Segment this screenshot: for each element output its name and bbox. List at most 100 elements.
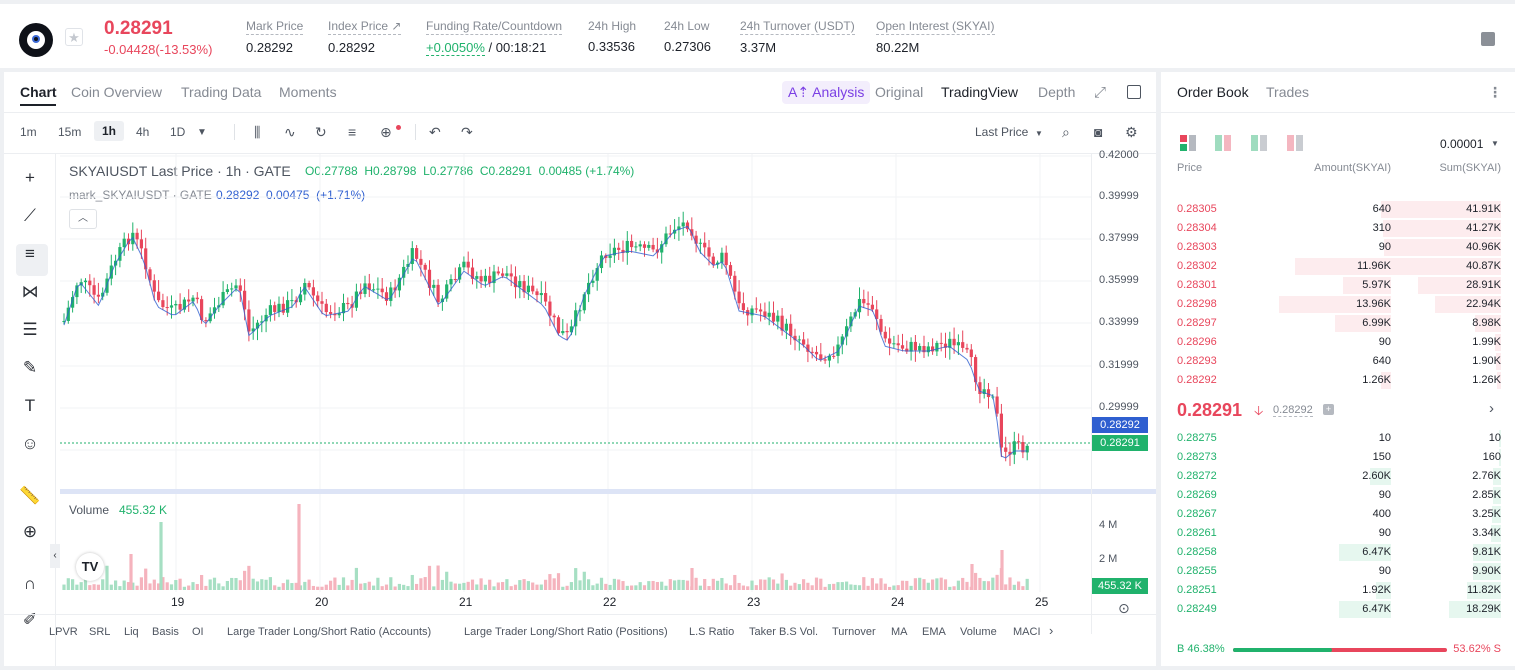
price-type-select[interactable]: Last Price (975, 125, 1029, 139)
bid-row[interactable]: 0.28249 6.47K 18.29K (1161, 600, 1515, 619)
precision-select[interactable]: 0.00001 (1440, 137, 1484, 151)
tab-coin-overview[interactable]: Coin Overview (71, 84, 163, 100)
zoom-in-icon[interactable]: ⊕ (22, 522, 38, 541)
bid-row[interactable]: 0.28251 1.92K 11.82K (1161, 581, 1515, 600)
book-icon[interactable] (1481, 32, 1495, 46)
ai-analysis-button[interactable]: A⇡ Analysis (782, 81, 871, 104)
tab-chart[interactable]: Chart (20, 84, 57, 100)
timeframe-1d[interactable]: 1D (170, 125, 186, 139)
candle-type-icon[interactable]: ⫼ (254, 124, 261, 140)
ask-row[interactable]: 0.28292 1.26K 1.26K (1161, 371, 1515, 390)
indicator-link-lpvr[interactable]: LPVR (49, 626, 78, 638)
indicator-link-volume[interactable]: Volume (960, 626, 997, 638)
ask-row[interactable]: 0.28301 5.97K 28.91K (1161, 276, 1515, 295)
crosshair-icon[interactable]: + (25, 168, 35, 187)
funding-rate-value[interactable]: +0.0050% (426, 40, 485, 56)
indicator-link-positions-ratio[interactable]: Large Trader Long/Short Ratio (Positions… (464, 626, 668, 638)
ask-row[interactable]: 0.28303 90 40.96K (1161, 238, 1515, 257)
tab-moments[interactable]: Moments (279, 84, 337, 100)
text-icon[interactable]: T (24, 396, 36, 415)
book-both-view-icon[interactable] (1180, 135, 1196, 151)
ask-row[interactable]: 0.28304 310 41.27K (1161, 219, 1515, 238)
bid-row[interactable]: 0.28273 150 160 (1161, 448, 1515, 467)
tab-order-book[interactable]: Order Book (1177, 84, 1249, 100)
indicator-link-ma[interactable]: MA (891, 626, 908, 638)
view-depth[interactable]: Depth (1038, 84, 1076, 100)
chevron-down-icon[interactable]: ▼ (1035, 129, 1043, 138)
tab-trades[interactable]: Trades (1266, 84, 1310, 100)
lock-draw-icon[interactable]: ✐ (22, 610, 38, 629)
indicator-link-taker-vol[interactable]: Taker B.S Vol. (749, 626, 819, 638)
info-icon[interactable]: + (1323, 404, 1334, 415)
trend-line-icon[interactable]: ⟋ (24, 206, 36, 225)
ask-row[interactable]: 0.28302 11.96K 40.87K (1161, 257, 1515, 276)
indicator-link-ema[interactable]: EMA (922, 626, 946, 638)
horizontal-lines-icon[interactable]: ≡ (25, 244, 35, 263)
stat-label[interactable]: Index Price ↗ (328, 19, 402, 35)
indicator-link-srl[interactable]: SRL (89, 626, 111, 638)
chevron-down-icon[interactable]: ▼ (1491, 139, 1499, 148)
ask-row[interactable]: 0.28297 6.99K 8.98K (1161, 314, 1515, 333)
ask-row[interactable]: 0.28293 640 1.90K (1161, 352, 1515, 371)
tab-trading-data[interactable]: Trading Data (181, 84, 262, 100)
stat-label[interactable]: Funding Rate/Countdown (426, 19, 563, 35)
bid-row[interactable]: 0.28269 90 2.85K (1161, 486, 1515, 505)
redo-icon[interactable]: ↷ (461, 124, 473, 140)
more-menu-icon[interactable]: ⋮ (1488, 84, 1502, 100)
indicator-link-basis[interactable]: Basis (152, 626, 179, 638)
favorite-star-icon[interactable]: ★ (65, 28, 83, 46)
bid-row[interactable]: 0.28272 2.60K 2.76K (1161, 467, 1515, 486)
add-indicator-icon[interactable]: ⊕ (380, 124, 392, 140)
indicator-link-turnover[interactable]: Turnover (832, 626, 876, 638)
indicator-link-accounts-ratio[interactable]: Large Trader Long/Short Ratio (Accounts) (227, 626, 432, 638)
book-bids-only-icon[interactable] (1251, 135, 1267, 151)
chevron-down-icon[interactable]: ▼ (197, 127, 207, 138)
book-bids-asks-icon[interactable] (1215, 135, 1231, 151)
price-axis[interactable] (1091, 154, 1156, 634)
tradingview-logo-icon[interactable]: TV (76, 553, 104, 581)
stat-label[interactable]: Open Interest (SKYAI) (876, 19, 995, 35)
expand-icon[interactable]: ⤢ (1094, 84, 1107, 101)
pattern-icon[interactable]: ⋈ (21, 282, 39, 301)
bid-row[interactable]: 0.28275 10 10 (1161, 429, 1515, 448)
bid-row[interactable]: 0.28267 400 3.25K (1161, 505, 1515, 524)
refresh-icon[interactable]: ↻ (315, 124, 327, 140)
ask-row[interactable]: 0.28298 13.96K 22.94K (1161, 295, 1515, 314)
chevron-right-icon[interactable]: › (1489, 400, 1494, 417)
template-icon[interactable]: ≡ (348, 124, 357, 140)
fib-icon[interactable]: ☰ (22, 320, 38, 339)
brush-icon[interactable]: ✎ (22, 358, 38, 377)
stat-label[interactable]: Mark Price (246, 19, 304, 35)
view-tradingview[interactable]: TradingView (941, 84, 1019, 100)
view-original[interactable]: Original (875, 84, 924, 100)
mid-mark-price[interactable]: 0.28292 (1273, 404, 1313, 417)
timeframe-15m[interactable]: 15m (58, 125, 82, 139)
collapse-legend-icon[interactable]: ︿ (69, 209, 97, 229)
bid-row[interactable]: 0.28261 90 3.34K (1161, 524, 1515, 543)
emoji-icon[interactable]: ☺ (21, 434, 39, 453)
stat-label[interactable]: 24h Turnover (USDT) (740, 19, 855, 35)
ruler-icon[interactable]: 📏 (19, 486, 41, 505)
timeframe-1m[interactable]: 1m (20, 125, 37, 139)
indicator-link-ls-ratio[interactable]: L.S Ratio (689, 626, 735, 638)
gear-icon[interactable]: ⚙ (1125, 124, 1138, 140)
indicator-link-liq[interactable]: Liq (124, 626, 139, 638)
camera-icon[interactable]: ◙ (1094, 124, 1103, 140)
candlestick-chart[interactable] (4, 72, 1156, 592)
indicator-link-oi[interactable]: OI (192, 626, 204, 638)
fullscreen-icon[interactable] (1127, 85, 1141, 99)
search-icon[interactable]: ⌕ (1062, 124, 1070, 140)
undo-icon[interactable]: ↶ (429, 124, 441, 140)
ask-row[interactable]: 0.28296 90 1.99K (1161, 333, 1515, 352)
magnet-icon[interactable]: ∩ (23, 574, 37, 593)
ask-row[interactable]: 0.28305 640 41.91K (1161, 200, 1515, 219)
timeframe-1h[interactable]: 1h (94, 121, 125, 141)
indicator-link-macd[interactable]: MACI (1013, 626, 1041, 638)
bid-row[interactable]: 0.28258 6.47K 9.81K (1161, 543, 1515, 562)
timeframe-4h[interactable]: 4h (136, 125, 150, 139)
book-asks-only-icon[interactable] (1287, 135, 1303, 151)
bid-row[interactable]: 0.28255 90 9.90K (1161, 562, 1515, 581)
settings-icon[interactable]: ⊙ (1118, 600, 1130, 616)
chevron-right-icon[interactable]: › (1049, 623, 1054, 638)
collapse-toolbar-icon[interactable]: ‹ (50, 544, 60, 568)
